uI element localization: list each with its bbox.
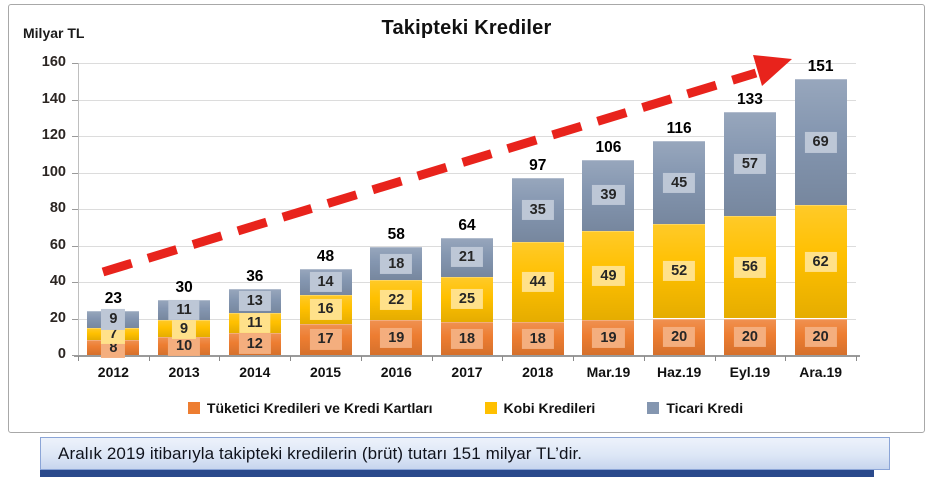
legend-swatch-icon [484,402,497,414]
y-axis-unit-label: Milyar TL [23,25,85,41]
legend-swatch-icon [187,402,200,414]
legend-item: Tüketici Kredileri ve Kredi Kartları [187,400,433,416]
legend-swatch-icon [647,402,660,414]
legend-item: Ticari Kredi [647,400,743,416]
legend-label: Kobi Kredileri [503,400,596,416]
legend-item: Kobi Kredileri [484,400,596,416]
chart-legend: Tüketici Kredileri ve Kredi Kartları Kobi… [8,400,923,416]
caption-text: Aralık 2019 itibarıyla takipteki kredile… [58,443,583,463]
chart-container: Takipteki Krediler Milyar TL [8,4,925,433]
caption-bottom-strip [40,470,874,477]
legend-label: Tüketici Kredileri ve Kredi Kartları [206,400,433,416]
caption-box: Aralık 2019 itibarıyla takipteki kredile… [40,437,890,470]
legend-label: Ticari Kredi [666,400,744,416]
chart-title: Takipteki Krediler [381,17,552,39]
